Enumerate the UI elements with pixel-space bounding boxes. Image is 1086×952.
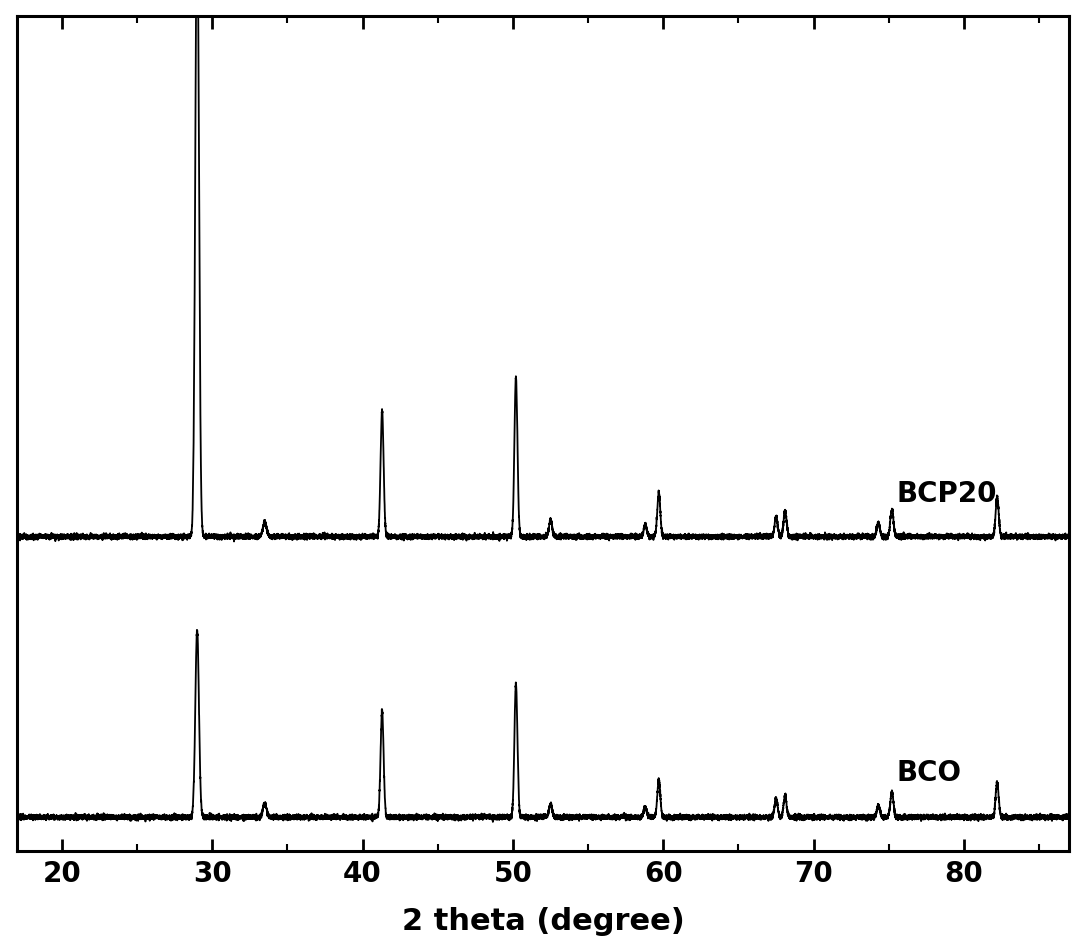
Text: BCP20: BCP20 [896, 480, 997, 507]
Text: BCO: BCO [896, 758, 961, 786]
X-axis label: 2 theta (degree): 2 theta (degree) [402, 906, 684, 936]
